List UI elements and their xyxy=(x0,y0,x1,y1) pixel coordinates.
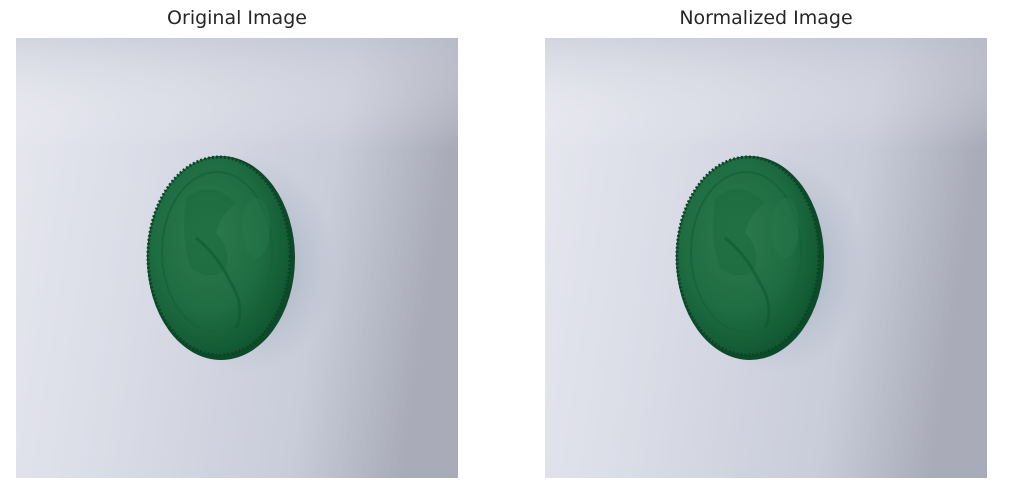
normalized-image-panel: Normalized Image xyxy=(545,0,987,493)
panel-title-normalized: Normalized Image xyxy=(679,7,853,29)
panel-title-original: Original Image xyxy=(167,7,307,29)
original-image-panel: Original Image xyxy=(16,0,458,493)
original-bottle-cap-image xyxy=(16,38,458,478)
normalized-bottle-cap-image xyxy=(545,38,987,478)
